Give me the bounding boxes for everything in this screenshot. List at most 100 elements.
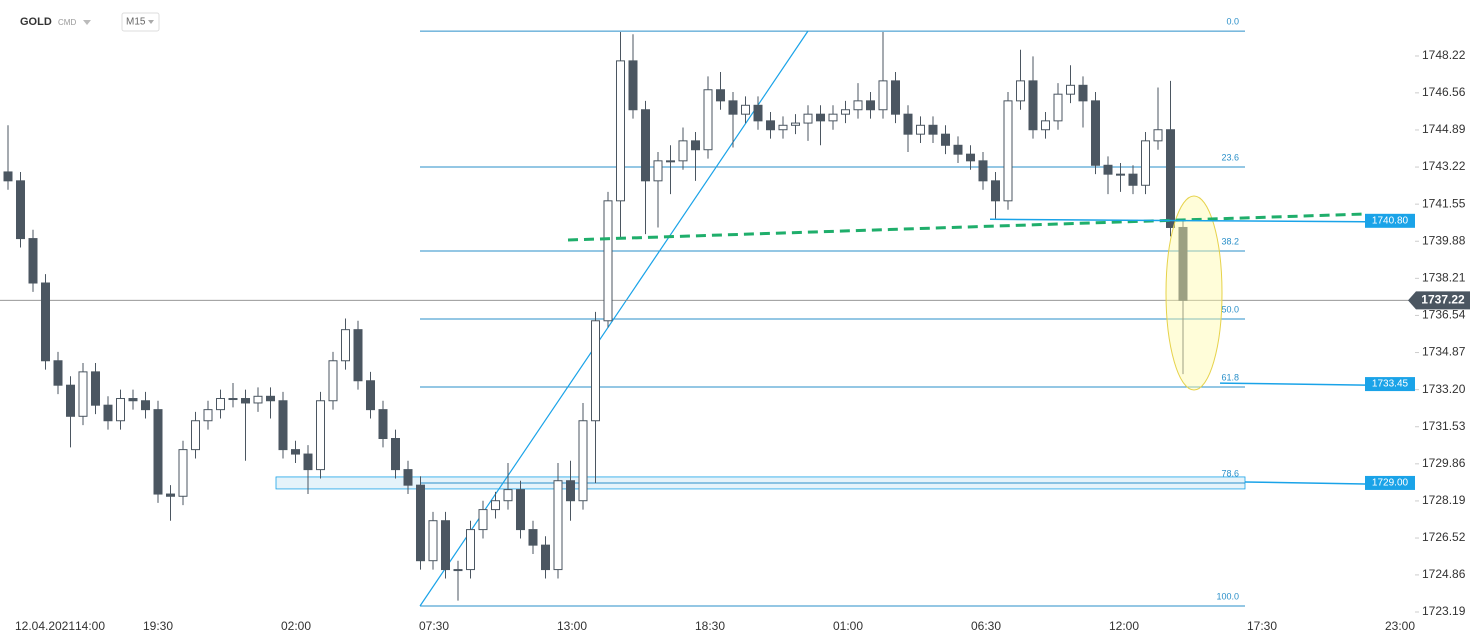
- candle-body: [278, 400, 288, 451]
- level-label: 1733.45: [1372, 379, 1409, 390]
- candle-body: [16, 180, 25, 240]
- candle-body: [466, 529, 475, 571]
- candle-body: [228, 398, 238, 401]
- candle-body: [1103, 164, 1113, 175]
- level-line: [1244, 481, 1366, 485]
- y-tick-label: 1736.54: [1422, 308, 1466, 322]
- y-tick-label: 1726.52: [1422, 530, 1466, 544]
- candle-body: [178, 449, 188, 497]
- candle-body: [616, 60, 625, 202]
- x-tick-label: 19:30: [143, 619, 173, 633]
- candle-body: [41, 282, 50, 362]
- candle-body: [291, 449, 300, 455]
- candle-body: [966, 153, 975, 162]
- candle-body: [941, 133, 950, 146]
- candle-body: [1016, 80, 1025, 102]
- candle-body: [591, 320, 600, 422]
- candle-body: [53, 360, 63, 386]
- candle-body: [141, 400, 150, 411]
- candle-body: [853, 100, 863, 111]
- candle-body: [28, 238, 38, 284]
- y-tick-label: 1738.21: [1422, 271, 1466, 285]
- x-tick-label: 23:00: [1385, 619, 1415, 633]
- x-tick-label: 14:00: [75, 619, 105, 633]
- y-tick-label: 1731.53: [1422, 419, 1466, 433]
- candle-body: [1028, 80, 1038, 131]
- fib-label: 61.8: [1221, 372, 1239, 382]
- x-tick-label: 12.04.2021: [15, 619, 75, 633]
- candle-body: [528, 529, 538, 546]
- candle-body: [516, 489, 525, 531]
- candle-body: [441, 520, 450, 571]
- dropdown-arrow[interactable]: [83, 20, 91, 25]
- candle-body: [1178, 226, 1188, 301]
- candle-body: [191, 420, 200, 451]
- candle-body: [1153, 129, 1163, 142]
- candle-body: [791, 122, 800, 126]
- candle-body: [1166, 129, 1175, 228]
- candle-body: [1066, 84, 1075, 95]
- candle-body: [903, 113, 913, 135]
- candle-body: [1141, 140, 1150, 186]
- symbol: GOLD: [20, 16, 52, 28]
- candle-body: [928, 124, 938, 135]
- candle-body: [453, 569, 463, 572]
- candle-body: [541, 544, 550, 571]
- timeframe-box[interactable]: [121, 12, 160, 32]
- x-tick-label: 06:30: [971, 619, 1001, 633]
- candle-body: [666, 160, 675, 163]
- candle-body: [778, 124, 788, 131]
- x-tick-label: 13:00: [557, 619, 587, 633]
- candle-body: [678, 140, 688, 162]
- fib-label: 100.0: [1216, 591, 1239, 601]
- neckline: [567, 212, 1366, 242]
- candle-body: [803, 113, 813, 124]
- candle-body: [553, 480, 563, 571]
- candle-body: [1128, 173, 1138, 186]
- candle-body: [728, 100, 738, 115]
- y-tick-label: 1733.20: [1422, 382, 1466, 396]
- x-tick-label: 07:30: [419, 619, 449, 633]
- candle-body: [691, 140, 700, 151]
- candle-body: [866, 100, 875, 111]
- candle-body: [816, 113, 825, 122]
- candle-body: [366, 380, 375, 411]
- level-label: 1740.80: [1372, 215, 1409, 226]
- candle-body: [303, 453, 313, 471]
- candle-body: [741, 104, 750, 115]
- fib-label: 78.6: [1221, 468, 1239, 478]
- candle-body: [253, 395, 263, 404]
- level-label: 1729.00: [1372, 478, 1409, 489]
- level-line: [989, 218, 1366, 223]
- candle-body: [1053, 93, 1063, 122]
- candle-body: [603, 200, 613, 322]
- candle-body: [316, 400, 325, 471]
- candle-body: [1116, 173, 1125, 176]
- candle-body: [353, 329, 363, 382]
- y-tick-label: 1723.19: [1422, 604, 1466, 618]
- candle-body: [128, 398, 138, 402]
- candle-body: [391, 438, 400, 471]
- candle-body: [653, 160, 663, 182]
- y-tick-label: 1748.22: [1422, 48, 1466, 62]
- candle-body: [716, 89, 725, 102]
- timeframe-arrow: [148, 20, 154, 24]
- candle-body: [78, 371, 88, 417]
- y-tick-label: 1746.56: [1422, 85, 1466, 99]
- fib-label: 23.6: [1221, 152, 1239, 162]
- candle-body: [66, 384, 75, 417]
- market: CMD: [58, 18, 76, 27]
- x-tick-label: 12:00: [1109, 619, 1139, 633]
- candle-body: [491, 500, 500, 511]
- fib-label: 0.0: [1226, 16, 1239, 26]
- level-badge: [1365, 377, 1415, 392]
- candle-body: [978, 160, 988, 182]
- level-badge: [1365, 213, 1415, 228]
- level-line: [1219, 382, 1366, 386]
- y-tick-label: 1739.88: [1422, 233, 1466, 247]
- candle-body: [578, 420, 588, 502]
- candle-body: [566, 480, 575, 502]
- candle-body: [216, 398, 225, 411]
- candle-body: [1078, 84, 1088, 102]
- y-tick-label: 1744.89: [1422, 122, 1466, 136]
